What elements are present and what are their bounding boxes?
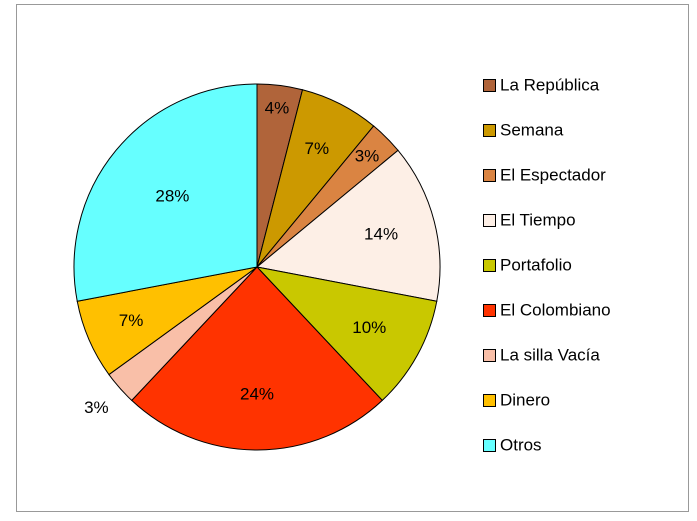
pie-slice [131, 266, 383, 451]
data-label: 4% [265, 99, 290, 118]
legend-label: La República [500, 75, 600, 94]
legend-swatch [483, 79, 496, 92]
legend-label: Dinero [500, 390, 550, 409]
legend-swatch [483, 124, 496, 137]
legend-swatch [483, 394, 496, 407]
legend-label: Otros [500, 435, 542, 454]
data-label: 24% [240, 385, 274, 404]
data-label: 10% [352, 318, 386, 337]
legend-label: Portafolio [500, 255, 572, 274]
pie-slice [255, 149, 441, 302]
data-label: 7% [305, 139, 330, 158]
legend-swatch [483, 169, 496, 182]
data-label: 7% [119, 311, 144, 330]
legend-swatch [483, 259, 496, 272]
data-label: 14% [364, 225, 398, 244]
legend-label: El Colombiano [500, 300, 611, 319]
data-label: 3% [355, 146, 380, 165]
legend-swatch [483, 304, 496, 317]
legend-label: El Tiempo [500, 210, 576, 229]
legend-swatch [483, 349, 496, 362]
legend-label: La silla Vacía [500, 345, 600, 364]
pie-slice [255, 266, 438, 402]
legend-label: Semana [500, 120, 564, 139]
legend-label: El Espectador [500, 165, 606, 184]
pie-slice [73, 83, 258, 302]
legend-swatch [483, 214, 496, 227]
data-label: 3% [84, 398, 109, 417]
legend-swatch [483, 439, 496, 452]
data-label: 28% [155, 186, 189, 205]
